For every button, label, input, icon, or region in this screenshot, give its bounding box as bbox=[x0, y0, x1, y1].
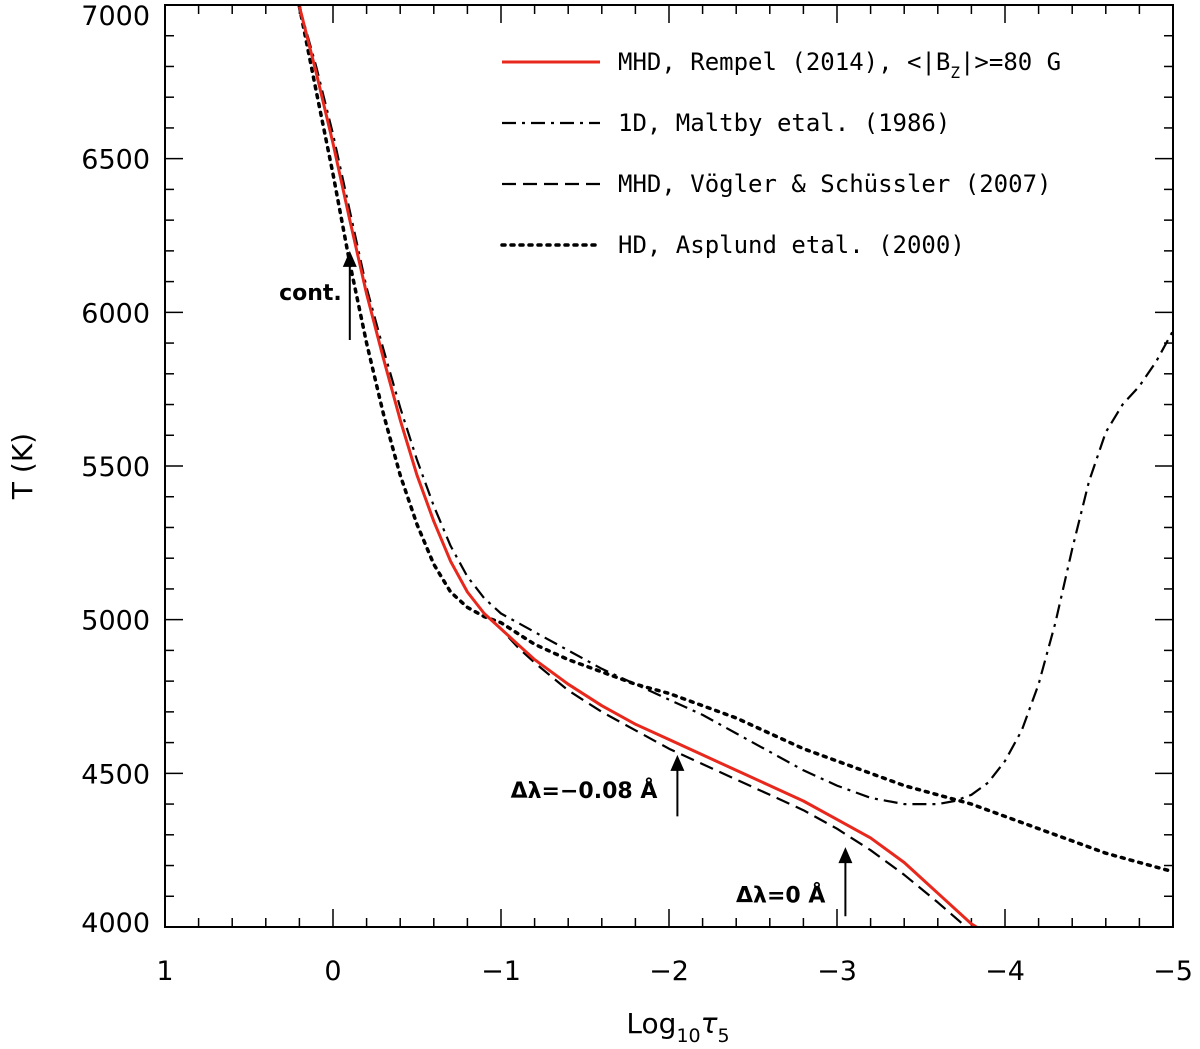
y-tick-labels: 4000 4500 5000 5500 6000 6500 7000 bbox=[81, 1, 150, 939]
series-line-maltby bbox=[298, 6, 1173, 806]
series-line-asplund bbox=[297, 5, 1173, 874]
x-tick-label: −5 bbox=[1153, 956, 1193, 987]
y-tick-label: 5500 bbox=[81, 452, 150, 483]
y-tick-label: 6500 bbox=[81, 145, 150, 176]
major-ticks bbox=[164, 4, 1174, 928]
minor-ticks bbox=[165, 5, 1173, 927]
legend-label: MHD, Rempel (2014), <|BZ|>=80 G bbox=[618, 48, 1061, 82]
x-tick-labels: 1 0 −1 −2 −3 −4 −5 bbox=[156, 956, 1193, 987]
annotation-arrow-head bbox=[342, 250, 357, 267]
legend-label: HD, Asplund etal. (2000) bbox=[618, 231, 965, 259]
annotation-label: Δλ=−0.08 Å bbox=[511, 778, 658, 804]
x-axis-title-sub: 10 bbox=[676, 1025, 700, 1047]
series-lines bbox=[297, 5, 1173, 927]
x-tick-label: −4 bbox=[985, 956, 1025, 987]
y-tick-label: 5000 bbox=[81, 606, 150, 637]
x-axis-title: Log10τ5 bbox=[626, 1007, 729, 1047]
x-tick-label: 1 bbox=[156, 956, 173, 987]
x-tick-label: −3 bbox=[817, 956, 857, 987]
y-tick-label: 7000 bbox=[81, 1, 150, 32]
legend-label-suffix: |>=80 G bbox=[960, 48, 1061, 76]
y-axis-title: T (K) bbox=[6, 433, 39, 500]
y-tick-label: 4000 bbox=[81, 908, 150, 939]
x-tick-label: −1 bbox=[481, 956, 521, 987]
annotation-label: Δλ=0 Å bbox=[736, 882, 825, 908]
series-line-rempel bbox=[297, 6, 980, 927]
y-tick-label: 6000 bbox=[81, 298, 150, 329]
annotation-label: cont. bbox=[279, 281, 342, 306]
x-axis-title-symbol-sub: 5 bbox=[717, 1025, 729, 1047]
legend-label: MHD, Vögler & Schüssler (2007) bbox=[618, 170, 1051, 198]
plot-frame bbox=[164, 4, 1174, 928]
legend-label: 1D, Maltby etal. (1986) bbox=[618, 109, 950, 137]
annotation-arrow-head bbox=[838, 847, 853, 864]
annotations: cont. Δλ=−0.08 Å Δλ=0 Å bbox=[279, 250, 853, 917]
x-axis-title-main: Log bbox=[626, 1007, 676, 1040]
legend-label-sub: Z bbox=[950, 63, 960, 82]
annotation-arrow-head bbox=[670, 754, 685, 771]
x-tick-label: 0 bbox=[324, 956, 341, 987]
y-tick-label: 4500 bbox=[81, 759, 150, 790]
x-tick-label: −2 bbox=[649, 956, 689, 987]
legend: MHD, Rempel (2014), <|BZ|>=80 G 1D, Maltb… bbox=[500, 48, 1061, 259]
legend-label-main: MHD, Rempel (2014), <|B bbox=[618, 48, 950, 76]
x-axis-title-symbol: τ bbox=[701, 1007, 718, 1040]
